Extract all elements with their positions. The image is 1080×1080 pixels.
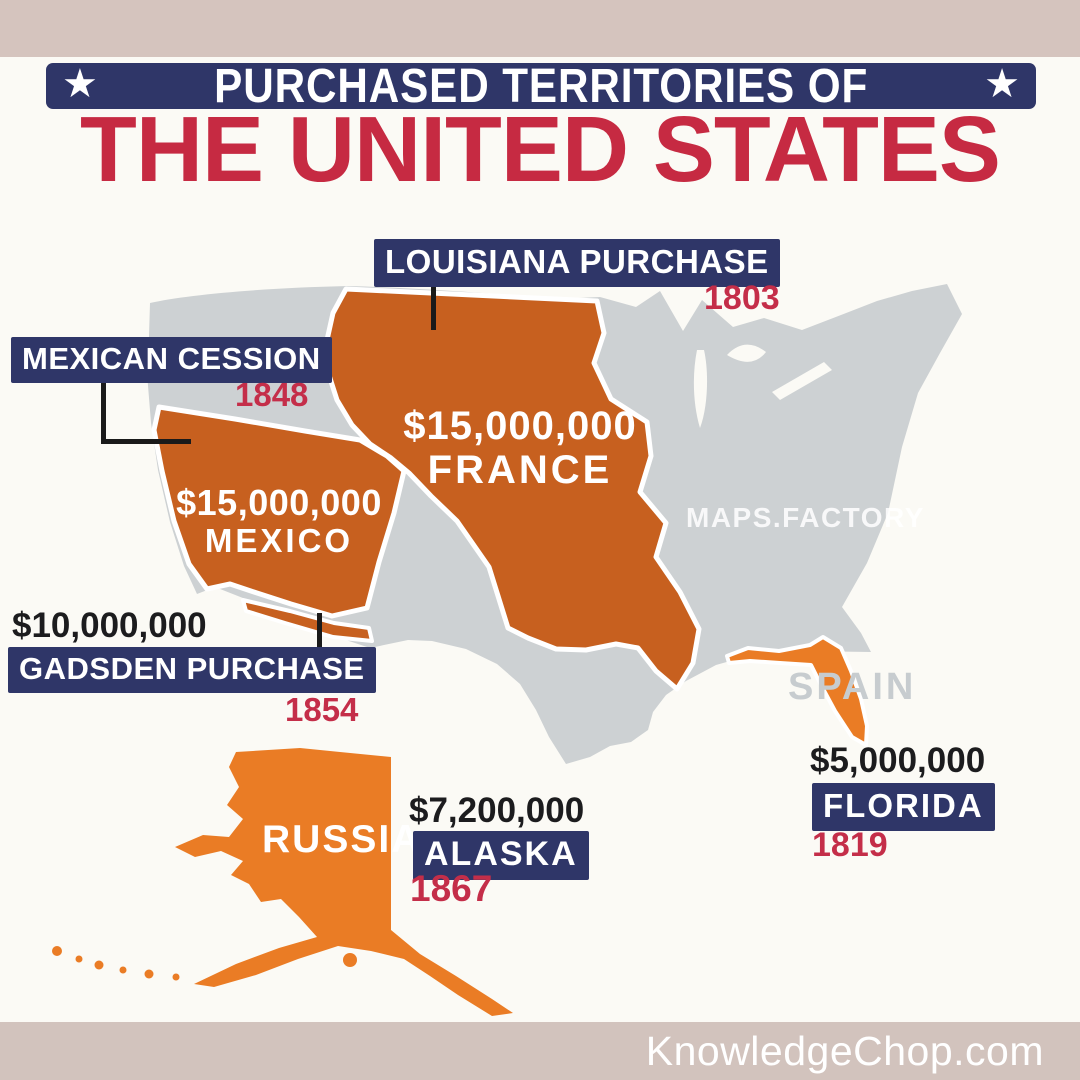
florida-year: 1819	[812, 826, 888, 864]
alaska-region	[175, 748, 513, 1016]
louisiana-price-seller: $15,000,000 FRANCE	[398, 404, 642, 492]
cession-price-seller: $15,000,000 MEXICO	[166, 482, 392, 560]
louisiana-price: $15,000,000	[403, 404, 637, 448]
gadsden-purchase-label: GADSDEN PURCHASE	[8, 647, 376, 693]
louisiana-seller: FRANCE	[427, 448, 613, 492]
gadsden-purchase-year: 1854	[285, 691, 359, 728]
page-title: THE UNITED STATES	[80, 97, 1001, 201]
louisiana-purchase-year: 1803	[704, 279, 780, 317]
louisiana-purchase-label: LOUISIANA PURCHASE	[374, 239, 780, 287]
alaska-year: 1867	[410, 868, 493, 909]
florida-price: $5,000,000	[810, 741, 986, 780]
banner-title: PURCHASED TERRITORIES OF	[213, 59, 869, 113]
maps-factory-watermark: MAPS.FACTORY	[686, 502, 925, 533]
cession-callout-line-vertical	[101, 376, 106, 444]
gadsden-callout-line	[317, 613, 322, 651]
gadsden-price: $10,000,000	[12, 606, 207, 645]
cession-callout-line-horizontal	[101, 439, 191, 444]
footer-credit: KnowledgeChop.com	[645, 1028, 1044, 1074]
lake-erie-ontario	[772, 362, 832, 400]
cession-price: $15,000,000	[176, 482, 382, 523]
gadsden-purchase-region	[241, 598, 374, 643]
alaska-label: ALASKA	[413, 831, 589, 880]
louisiana-callout-line	[431, 276, 436, 330]
mexican-cession-label: MEXICAN CESSION	[11, 337, 332, 383]
mexican-cession-year: 1848	[235, 376, 309, 413]
lake-huron	[727, 344, 766, 362]
lake-michigan	[693, 350, 708, 428]
cession-seller: MEXICO	[204, 522, 354, 560]
footer-bar: KnowledgeChop.com	[0, 1022, 1080, 1080]
star-icon: ★	[62, 62, 98, 106]
florida-label: FLORIDA	[812, 783, 995, 831]
louisiana-purchase-region	[324, 286, 702, 692]
alaska-price: $7,200,000	[409, 791, 585, 830]
florida-region	[725, 635, 869, 747]
top-color-strip	[0, 0, 1080, 57]
alaska-seller: RUSSIA	[262, 818, 422, 861]
header-banner: ★ PURCHASED TERRITORIES OF ★	[46, 60, 1036, 113]
aleutian-islands	[52, 946, 357, 981]
star-icon: ★	[984, 62, 1020, 106]
mexican-cession-region	[151, 404, 407, 619]
florida-seller: SPAIN	[788, 666, 917, 708]
